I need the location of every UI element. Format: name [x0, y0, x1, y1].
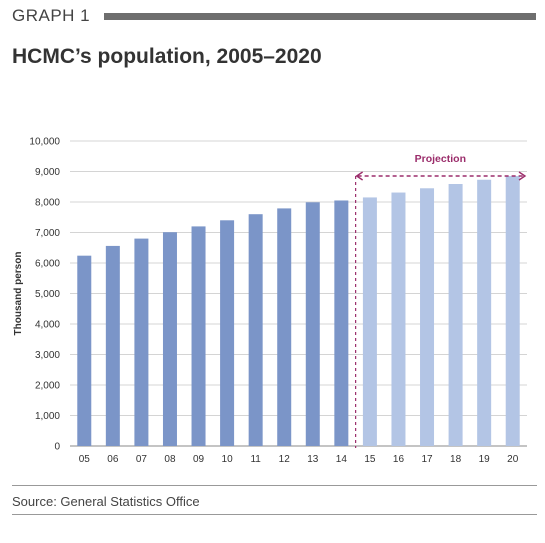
- x-tick-label: 14: [336, 454, 348, 465]
- chart-title: HCMC’s population, 2005–2020: [12, 45, 322, 68]
- bar: [134, 238, 149, 446]
- x-tick-label: 13: [307, 454, 319, 465]
- bar-projection: [391, 192, 406, 446]
- y-tick-label: 2,000: [35, 381, 60, 392]
- bar-projection: [362, 197, 377, 446]
- y-tick-label: 3,000: [35, 350, 60, 361]
- bar: [220, 220, 235, 446]
- x-tick-label: 09: [193, 454, 205, 465]
- bar-projection: [477, 179, 492, 447]
- x-tick-label: 10: [222, 454, 234, 465]
- y-tick-label: 9,000: [35, 167, 60, 178]
- x-tick-label: 17: [421, 454, 433, 465]
- bottom-divider: [12, 514, 537, 515]
- y-tick-label: 0: [54, 442, 60, 453]
- x-tick-label: 07: [136, 454, 148, 465]
- bar: [162, 232, 177, 446]
- x-tick-label: 08: [164, 454, 176, 465]
- bar: [248, 214, 263, 446]
- y-tick-label: 8,000: [35, 198, 60, 209]
- footer-divider: [12, 485, 537, 486]
- header-bar: [104, 13, 536, 20]
- projection-arrow-head-right: [518, 171, 527, 181]
- graph-number-label: GRAPH 1: [12, 6, 91, 25]
- bar: [77, 255, 92, 446]
- x-tick-label: 12: [279, 454, 291, 465]
- x-tick-label: 06: [107, 454, 119, 465]
- y-tick-label: 7,000: [35, 228, 60, 239]
- y-tick-label: 6,000: [35, 259, 60, 270]
- bar-chart: 0 1,000 2,000 3,000 4,000 5,000 6,000 7,000 8,00…: [13, 137, 527, 465]
- y-tick-label: 1,000: [35, 411, 60, 422]
- x-tick-label: 18: [450, 454, 462, 465]
- bar-projection: [420, 188, 435, 446]
- source-note: Source: General Statistics Office: [12, 494, 200, 509]
- x-tick-label: 05: [79, 454, 91, 465]
- projection-label: Projection: [415, 153, 466, 165]
- bar: [105, 245, 120, 446]
- bar: [334, 200, 349, 446]
- bar: [277, 208, 292, 446]
- x-tick-label: 20: [507, 454, 519, 465]
- x-tick-label: 16: [393, 454, 405, 465]
- bar-projection: [505, 176, 520, 446]
- bar: [305, 202, 320, 446]
- y-tick-label: 5,000: [35, 289, 60, 300]
- y-axis-label: Thousand person: [13, 252, 24, 336]
- y-tick-label: 10,000: [29, 137, 60, 148]
- y-tick-label: 4,000: [35, 320, 60, 331]
- projection-arrow-head-left: [355, 171, 364, 181]
- x-tick-label: 11: [250, 454, 261, 465]
- x-tick-label: 15: [364, 454, 376, 465]
- x-tick-label: 19: [479, 454, 491, 465]
- bar: [191, 226, 206, 446]
- bar-projection: [448, 184, 463, 446]
